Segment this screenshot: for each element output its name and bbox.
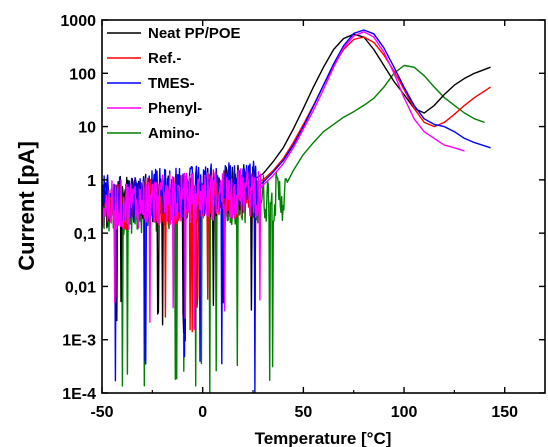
y-tick-label: 0,01 <box>65 279 96 296</box>
series-layer <box>102 29 491 393</box>
series-line <box>102 31 465 330</box>
y-tick-label: 0,1 <box>74 226 96 243</box>
legend-label: TMES- <box>148 75 195 92</box>
y-tick-label: 1 <box>87 173 96 190</box>
legend-label: Neat PP/POE <box>148 25 241 42</box>
y-axis-label: Current [pA] <box>14 141 39 271</box>
y-tick-label: 1E-3 <box>62 333 96 350</box>
x-tick-label: 0 <box>198 404 207 421</box>
x-tick-label: 50 <box>294 404 312 421</box>
x-tick-label: 100 <box>391 404 418 421</box>
plot-frame <box>101 19 546 394</box>
y-tick-label: 100 <box>69 66 96 83</box>
legend-label: Phenyl- <box>148 100 202 117</box>
legend-label: Ref.- <box>148 50 181 67</box>
y-axis: 1E-4 1E-3 0,01 0,1 1 10 100 1000 <box>60 13 545 403</box>
x-axis: -50 0 50 100 150 <box>90 20 518 421</box>
x-tick-label: -50 <box>90 404 113 421</box>
y-tick-label: 10 <box>78 120 96 137</box>
x-tick-label: 150 <box>491 404 518 421</box>
x-axis-label: Temperature [°C] <box>255 429 392 447</box>
legend: Neat PP/POE Ref.- TMES- Phenyl- Amino- <box>107 25 241 142</box>
y-tick-label: 1000 <box>60 13 96 30</box>
series-line <box>102 64 485 393</box>
y-tick-label: 1E-4 <box>62 386 96 403</box>
legend-label: Amino- <box>148 125 200 142</box>
